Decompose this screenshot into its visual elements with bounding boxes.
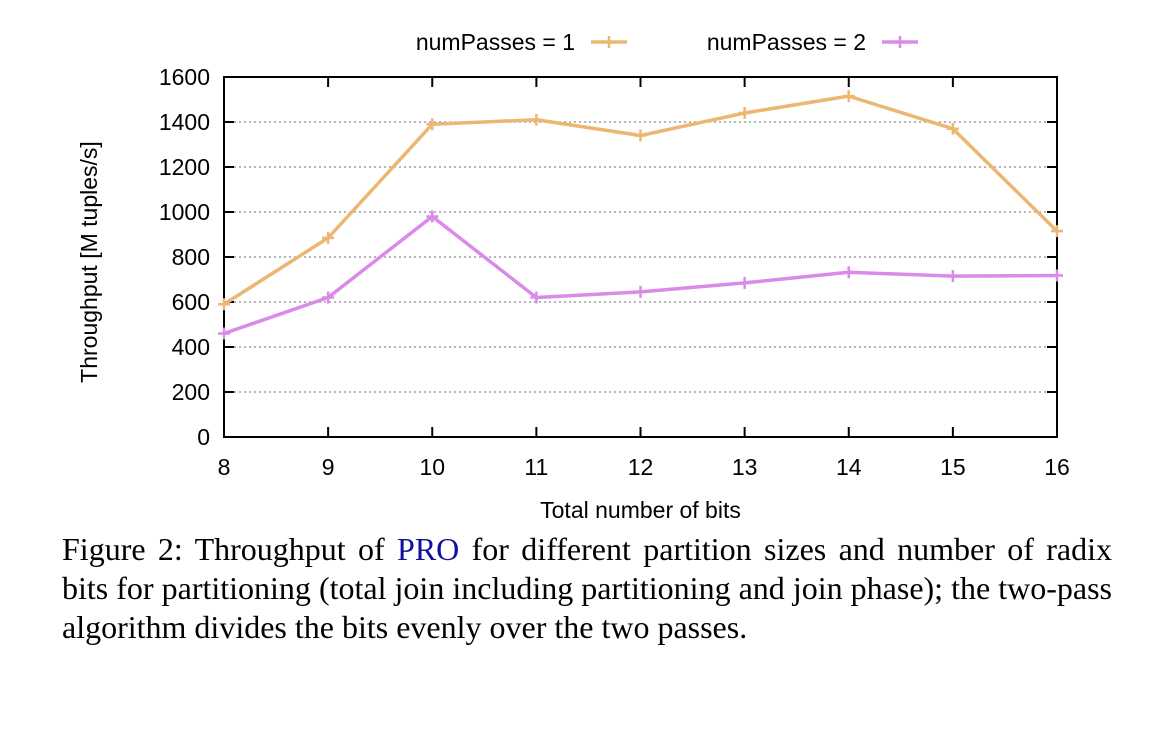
legend-label-series-2: numPasses = 2 [707, 29, 866, 55]
legend: numPasses = 1 numPasses = 2 [416, 29, 918, 55]
line-chart: 0 200 400 600 800 1000 1200 1400 1600 8 9 10 11 12 13 1… [76, 29, 1070, 523]
x-tick-label: 11 [524, 454, 548, 480]
x-tick-label: 12 [628, 454, 654, 480]
legend-label-series-1: numPasses = 1 [416, 29, 575, 55]
y-tick-label: 800 [172, 244, 210, 270]
x-tick-label: 8 [218, 454, 231, 480]
caption-prefix: Figure 2: Throughput of [62, 531, 398, 567]
series-lines [218, 90, 1063, 340]
y-tick-label: 1600 [159, 64, 210, 90]
legend-swatch-series-2 [882, 36, 918, 48]
x-tick-label: 14 [836, 454, 862, 480]
axis-ticks: 0 200 400 600 800 1000 1200 1400 1600 8 9 10 11 12 13 1… [159, 64, 1070, 480]
x-tick-label: 9 [322, 454, 335, 480]
y-tick-label: 200 [172, 379, 210, 405]
x-tick-label: 10 [419, 454, 445, 480]
y-tick-label: 0 [197, 424, 210, 450]
y-tick-label: 1200 [159, 154, 210, 180]
series-2-line [223, 214, 1058, 336]
caption-link-pro[interactable]: PRO [397, 531, 460, 567]
caption-suffix: for different partition sizes and number… [62, 531, 1112, 645]
series-2 [218, 210, 1063, 340]
x-tick-label: 16 [1044, 454, 1070, 480]
y-tick-label: 600 [172, 289, 210, 315]
y-axis-label: Throughput [M tuples/s] [76, 141, 102, 383]
series-1 [218, 90, 1063, 311]
x-tick-label: 13 [732, 454, 758, 480]
figure-caption: Figure 2: Throughput of PRO for differen… [62, 530, 1112, 647]
y-tick-label: 1000 [159, 199, 210, 225]
gridlines [224, 121, 1057, 393]
legend-swatch-series-1 [591, 36, 627, 48]
y-tick-label: 1400 [159, 109, 210, 135]
x-axis-label: Total number of bits [540, 497, 741, 523]
x-tick-label: 15 [940, 454, 966, 480]
series-1-line [223, 94, 1059, 306]
y-tick-label: 400 [172, 334, 210, 360]
